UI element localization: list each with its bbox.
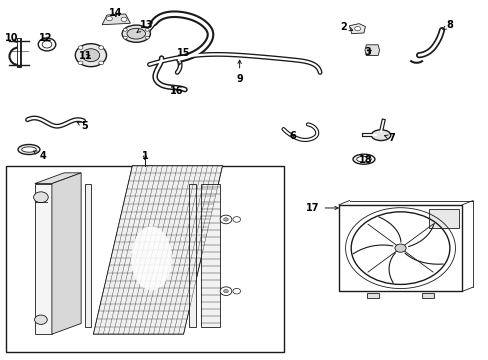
Text: 5: 5 <box>77 121 88 131</box>
Text: 3: 3 <box>363 46 370 57</box>
Text: 12: 12 <box>39 33 52 42</box>
Circle shape <box>34 192 48 203</box>
Polygon shape <box>200 184 220 327</box>
Circle shape <box>145 36 149 39</box>
Circle shape <box>121 17 127 22</box>
Circle shape <box>394 244 406 252</box>
Circle shape <box>220 287 231 296</box>
Text: 1: 1 <box>142 151 148 161</box>
Ellipse shape <box>356 156 370 162</box>
Circle shape <box>99 46 103 49</box>
Ellipse shape <box>21 147 36 152</box>
Circle shape <box>78 46 83 49</box>
Text: 11: 11 <box>79 51 93 61</box>
Text: 4: 4 <box>33 150 46 161</box>
Ellipse shape <box>352 154 374 164</box>
Circle shape <box>232 217 240 222</box>
Bar <box>366 293 378 298</box>
Polygon shape <box>102 14 130 25</box>
Text: 18: 18 <box>358 155 371 165</box>
Polygon shape <box>348 24 365 34</box>
Polygon shape <box>52 173 81 334</box>
Bar <box>422 293 433 298</box>
Ellipse shape <box>131 226 171 291</box>
Circle shape <box>75 44 106 67</box>
Circle shape <box>99 61 103 64</box>
Text: 8: 8 <box>442 20 452 30</box>
Circle shape <box>354 27 360 31</box>
Circle shape <box>220 215 231 224</box>
Ellipse shape <box>18 144 40 154</box>
Text: 14: 14 <box>108 8 122 18</box>
Circle shape <box>106 17 112 21</box>
Circle shape <box>82 49 100 62</box>
Circle shape <box>223 289 228 293</box>
Bar <box>5 166 283 352</box>
Text: 16: 16 <box>169 86 183 96</box>
Polygon shape <box>364 45 379 55</box>
Polygon shape <box>35 173 81 184</box>
Circle shape <box>123 28 127 31</box>
Polygon shape <box>35 184 52 334</box>
Circle shape <box>145 28 149 31</box>
Text: 2: 2 <box>340 22 352 32</box>
Polygon shape <box>85 184 91 327</box>
Circle shape <box>232 288 240 294</box>
Polygon shape <box>93 166 222 334</box>
Text: 10: 10 <box>5 33 18 42</box>
Polygon shape <box>189 184 195 327</box>
Circle shape <box>223 218 228 221</box>
Circle shape <box>78 61 83 64</box>
Ellipse shape <box>122 25 150 42</box>
Text: 9: 9 <box>236 60 243 84</box>
Text: 15: 15 <box>177 48 190 65</box>
Ellipse shape <box>370 130 390 140</box>
Text: 13: 13 <box>137 20 153 32</box>
Text: 7: 7 <box>384 133 394 143</box>
Ellipse shape <box>127 28 145 39</box>
Text: 17: 17 <box>305 203 338 213</box>
Circle shape <box>123 36 127 39</box>
Bar <box>427 209 458 228</box>
Circle shape <box>35 315 47 324</box>
Text: 6: 6 <box>288 131 295 141</box>
